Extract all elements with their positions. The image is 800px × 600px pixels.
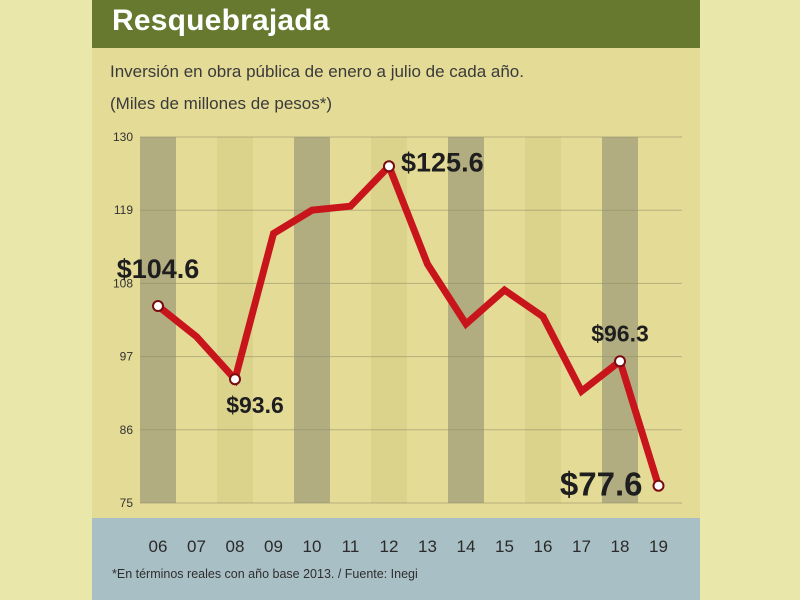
x-tick-label: 08: [226, 537, 245, 556]
data-label-18: $96.3: [591, 320, 649, 346]
x-tick-label: 10: [303, 537, 322, 556]
gridlines: [140, 136, 682, 504]
series-line: [154, 159, 662, 490]
y-tick-label: 108: [113, 276, 133, 290]
band-10: [294, 137, 330, 503]
x-tick-label: 19: [649, 537, 668, 556]
title-bar: [92, 0, 700, 48]
y-axis-ticks: 130 119 108 97 86 75: [113, 130, 133, 510]
data-point-19: [652, 479, 665, 492]
y-tick-label: 75: [120, 496, 134, 510]
x-tick-label: 18: [611, 537, 630, 556]
data-point-08: [229, 373, 241, 386]
data-point-06: [152, 300, 164, 313]
x-tick-label: 11: [342, 537, 360, 556]
chart-title: Resquebrajada: [112, 4, 330, 37]
x-tick-label: 07: [187, 537, 206, 556]
y-tick-label: 119: [114, 203, 133, 217]
y-tick-label: 97: [120, 350, 134, 364]
y-tick-label: 86: [120, 423, 134, 437]
year-bands: [140, 137, 638, 503]
x-tick-label: 17: [572, 537, 591, 556]
x-tick-label: 09: [264, 537, 283, 556]
data-point-18: [614, 355, 626, 368]
right-background: [700, 0, 800, 600]
data-label-12: $125.6: [401, 147, 484, 177]
y-tick-label: 130: [113, 130, 133, 144]
left-background: [0, 0, 92, 600]
x-tick-label: 06: [149, 537, 168, 556]
footnote: *En términos reales con año base 2013. /…: [112, 567, 418, 581]
data-label-19: $77.6: [560, 466, 643, 503]
data-label-06: $104.6: [117, 254, 200, 284]
data-points: [152, 160, 665, 492]
x-tick-label: 14: [457, 537, 476, 556]
band-08: [217, 137, 253, 503]
x-tick-label: 15: [495, 537, 514, 556]
unit-note: (Miles de millones de pesos*): [110, 94, 333, 113]
data-labels: $104.6 $93.6 $125.6 $96.3 $77.6: [117, 147, 649, 502]
data-point-12: [383, 160, 395, 173]
data-label-08: $93.6: [226, 392, 284, 418]
x-axis-footer: [92, 518, 700, 600]
band-18: [602, 137, 638, 503]
x-tick-label: 16: [534, 537, 553, 556]
x-tick-label: 13: [418, 537, 437, 556]
x-axis-ticks: 06 07 08 09 10 11 12 13 14 15 16 17 18 19: [149, 537, 668, 556]
x-tick-label: 12: [380, 537, 399, 556]
chart-subtitle: Inversión en obra pública de enero a jul…: [110, 62, 524, 81]
revenue-line: [154, 159, 662, 490]
